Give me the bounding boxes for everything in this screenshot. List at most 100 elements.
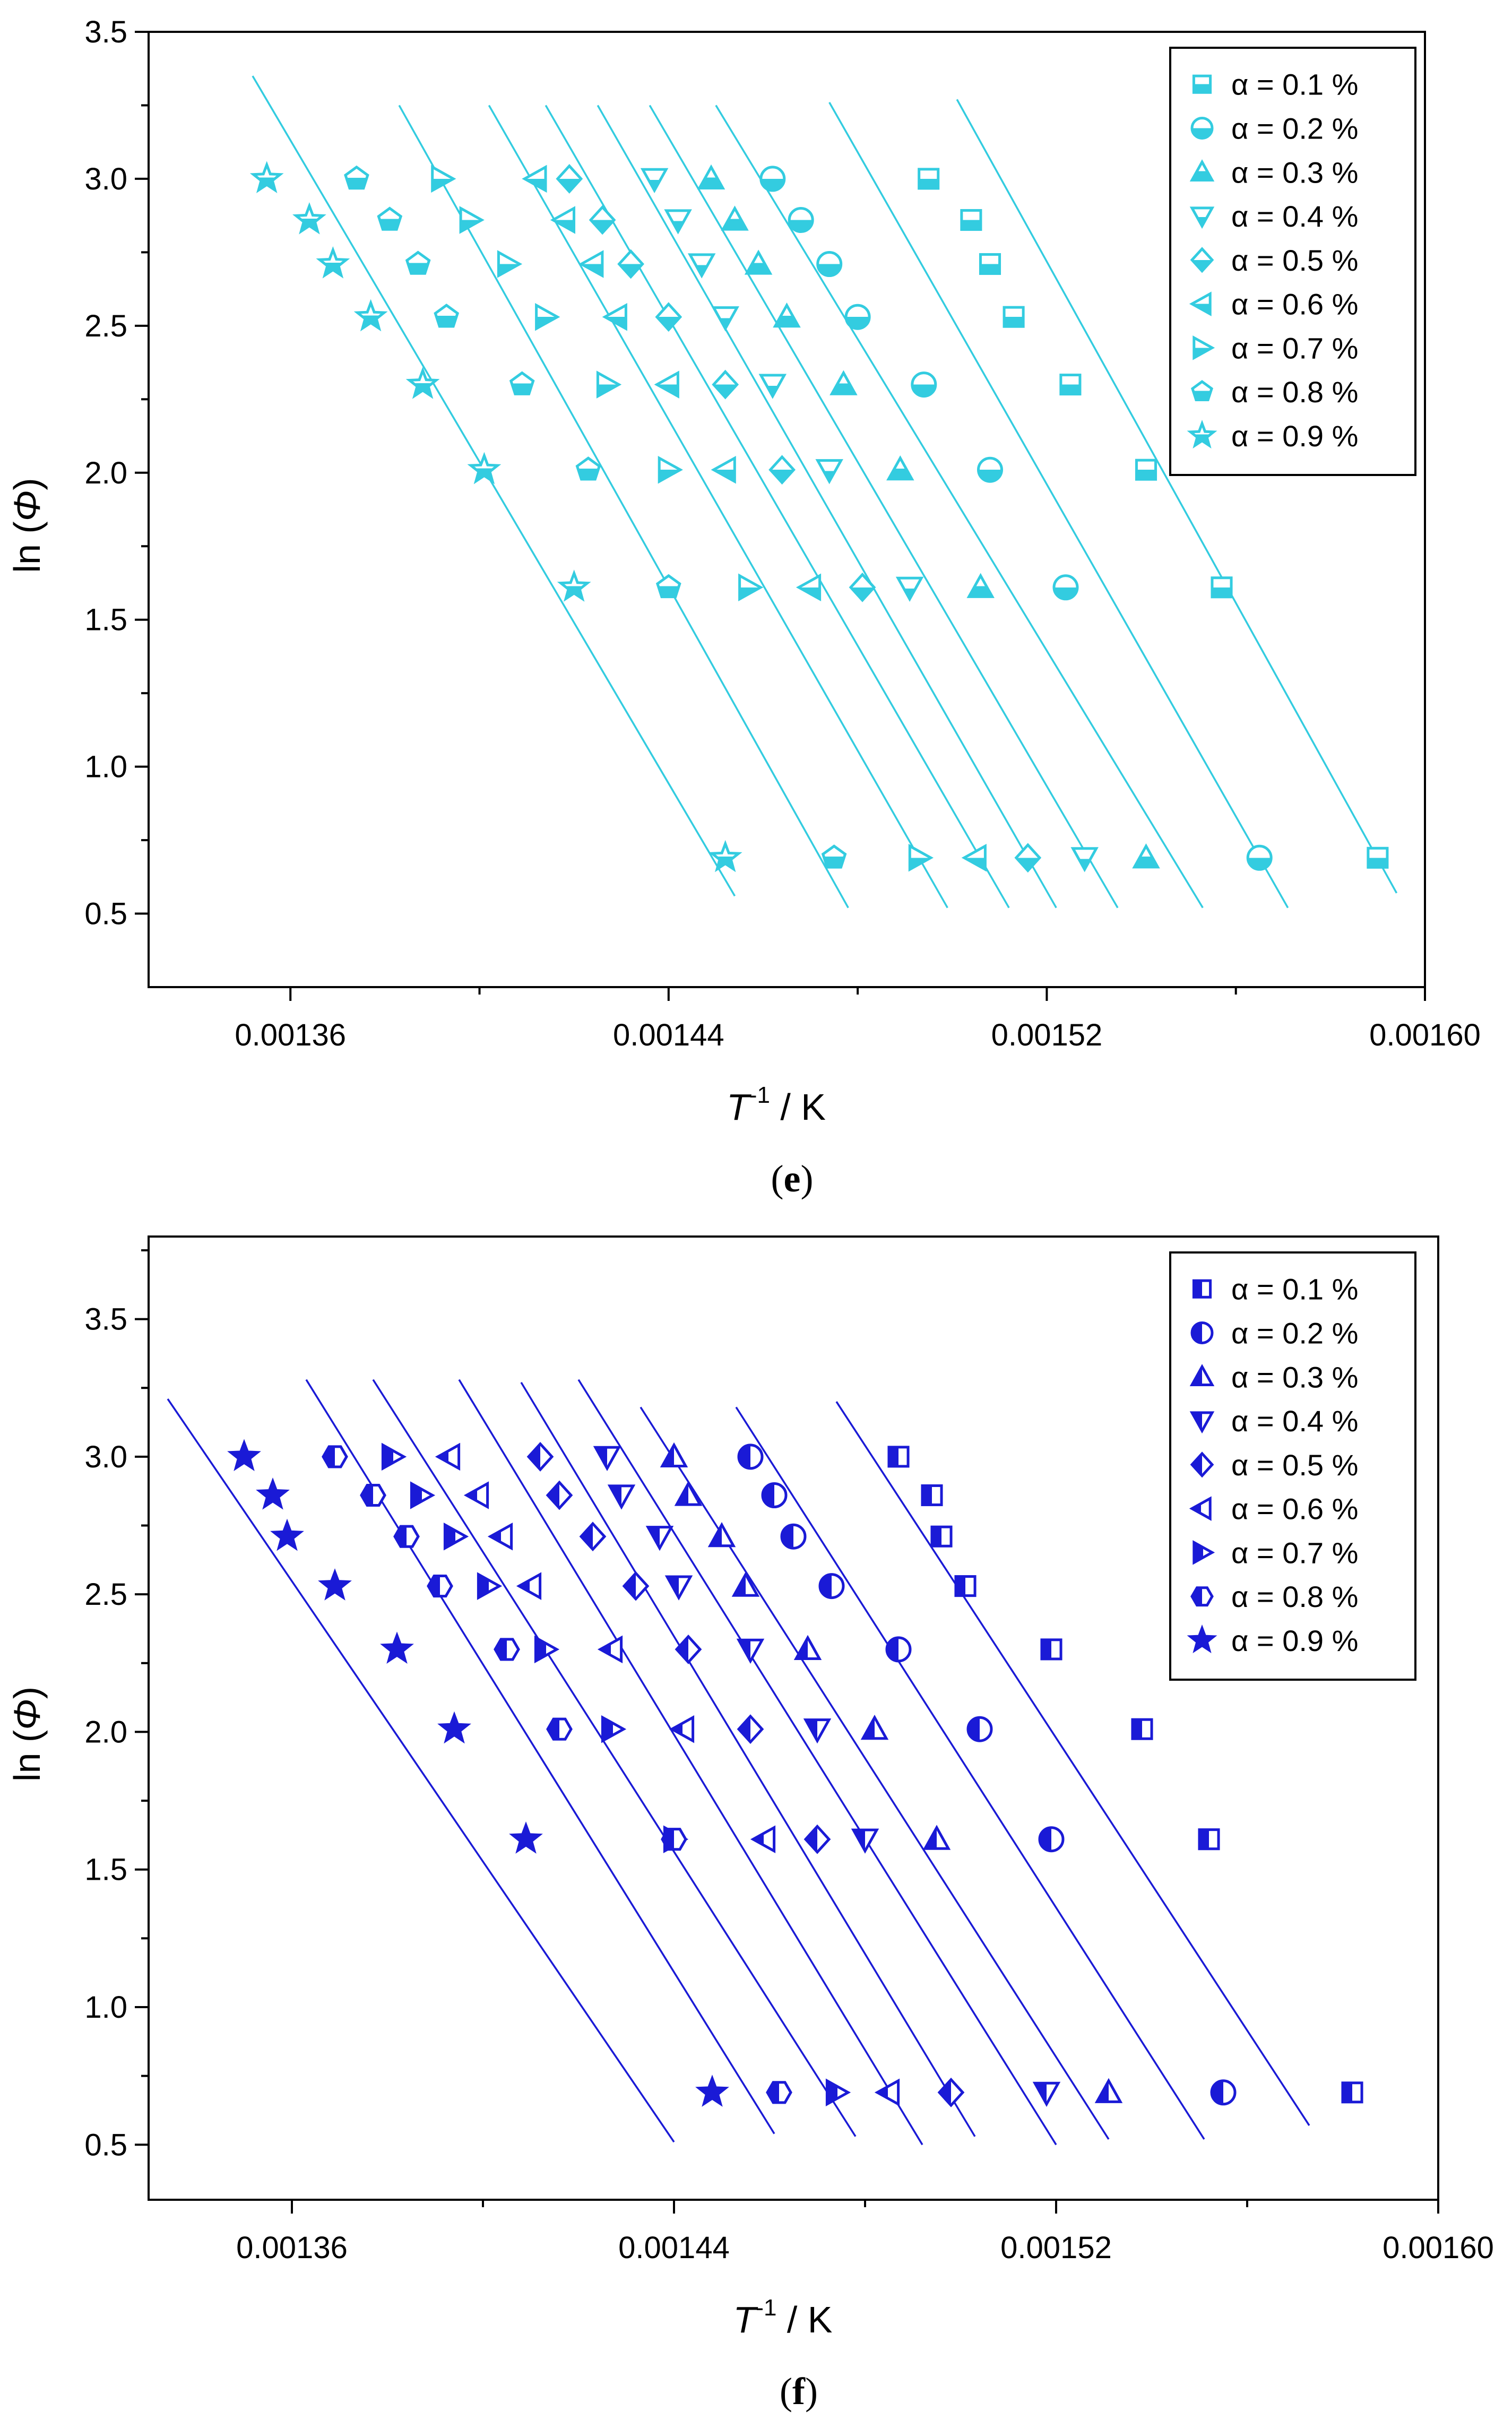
legend-label: α = 0.9 % — [1231, 419, 1358, 453]
caption-letter: e — [784, 1157, 801, 1200]
panel-e-legend: α = 0.1 % α = 0.2 % α = 0.3 % α = 0.4 % α = … — [1169, 47, 1416, 476]
data-point — [818, 1573, 845, 1600]
marker-pentagon — [509, 371, 535, 395]
data-point — [597, 1635, 623, 1664]
data-point — [477, 1572, 503, 1600]
data-point — [622, 1571, 650, 1601]
caption-letter: f — [792, 2370, 806, 2413]
legend-label: α = 0.9 % — [1231, 1624, 1358, 1657]
panel-e-y-axis-title: ln (Φ) — [6, 478, 48, 573]
data-point — [227, 1439, 261, 1472]
data-point — [256, 1477, 290, 1510]
data-point — [711, 306, 739, 332]
marker-square — [960, 209, 982, 231]
data-point — [1038, 1826, 1065, 1853]
marker-triangle-left — [578, 250, 604, 278]
marker-triangle-left — [961, 844, 987, 872]
marker-triangle-down — [736, 1638, 765, 1664]
data-point — [434, 304, 460, 328]
marker-triangle-left — [435, 1442, 461, 1471]
x-axis-symbol: T — [733, 2299, 758, 2340]
data-point — [796, 573, 822, 602]
data-point — [895, 576, 924, 602]
marker-triangle-down — [815, 459, 843, 485]
legend-marker-square — [1192, 1279, 1212, 1299]
data-point — [292, 202, 326, 235]
data-point — [360, 1483, 386, 1507]
marker-circle — [1246, 844, 1273, 871]
panel-f-x-tick-label: 0.00160 — [1383, 2231, 1494, 2265]
marker-square — [1135, 459, 1157, 481]
y-axis-symbol: Φ — [6, 1699, 48, 1730]
panel-e-y-tick-label: 1.0 — [84, 750, 127, 784]
marker-hexagon — [427, 1575, 453, 1598]
panel-f-y-axis-title: ln (Φ) — [6, 1687, 48, 1782]
data-point — [353, 299, 388, 332]
legend-label: α = 0.3 % — [1231, 155, 1358, 189]
marker-circle — [818, 1573, 845, 1600]
data-point — [664, 1575, 693, 1601]
data-point — [844, 304, 871, 330]
fit-line — [520, 1381, 976, 2137]
legend-label: α = 0.2 % — [1231, 111, 1358, 145]
data-point — [535, 302, 560, 331]
marker-triangle-down — [664, 1575, 693, 1601]
legend-marker — [1187, 419, 1217, 449]
data-point — [443, 1522, 469, 1551]
marker-circle — [816, 251, 843, 277]
fit-line — [577, 1379, 1057, 2146]
data-point — [918, 168, 940, 190]
marker-triangle-left — [711, 455, 736, 484]
data-point — [979, 253, 1001, 275]
data-point — [761, 1482, 788, 1508]
panel-e-x-tick-label: 0.00144 — [613, 1018, 724, 1052]
legend-item: α = 0.4 % — [1189, 200, 1358, 233]
data-point — [1003, 306, 1025, 328]
y-axis-prefix: ln ( — [6, 521, 48, 573]
data-point — [1052, 574, 1079, 601]
data-point — [773, 302, 801, 328]
marker-diamond — [937, 2077, 965, 2107]
data-point — [961, 844, 987, 872]
legend-marker-diamond — [1190, 1451, 1214, 1478]
marker-square — [1003, 306, 1025, 328]
marker-star — [316, 246, 350, 279]
marker-star — [405, 367, 440, 399]
legend-marker — [1189, 1496, 1212, 1521]
panel-e-x-tick-label: 0.00152 — [991, 1018, 1103, 1052]
data-point — [557, 569, 591, 602]
marker-hexagon — [322, 1445, 348, 1468]
data-point — [759, 166, 786, 192]
fit-line — [597, 105, 1057, 909]
data-point — [1132, 843, 1160, 869]
legend-item: α = 0.6 % — [1189, 1492, 1358, 1526]
data-point — [487, 1522, 513, 1551]
panel-e-series-1 — [918, 168, 1389, 869]
marker-star — [256, 1477, 290, 1510]
x-axis-unit: / K — [770, 1086, 826, 1128]
data-point — [825, 2078, 851, 2107]
legend-item: α = 0.4 % — [1189, 1404, 1358, 1438]
marker-triangle-up — [744, 249, 773, 275]
legend-item: α = 0.8 % — [1190, 1580, 1358, 1613]
data-point — [731, 1571, 760, 1597]
fit-line — [167, 1398, 675, 2143]
data-point — [766, 2081, 792, 2104]
data-point — [534, 1635, 560, 1664]
panel-f-series-2 — [737, 1444, 1237, 2106]
legend-marker-pentagon — [1190, 380, 1214, 402]
marker-triangle-up — [707, 1522, 736, 1548]
marker-triangle-right — [601, 1715, 627, 1743]
marker-triangle-up — [721, 205, 749, 231]
data-point — [344, 165, 369, 190]
data-point — [851, 1828, 879, 1854]
legend-marker-circle — [1190, 1321, 1214, 1344]
data-point — [509, 371, 535, 395]
fit-line — [640, 1406, 1110, 2140]
data-point — [522, 165, 547, 193]
panel-e-y-tick-label: 0.5 — [84, 897, 127, 931]
marker-triangle-down — [593, 1446, 621, 1472]
fit-line — [252, 75, 736, 897]
data-point — [1210, 2079, 1237, 2106]
panel-f-x-tick-label: 0.00144 — [618, 2231, 730, 2265]
